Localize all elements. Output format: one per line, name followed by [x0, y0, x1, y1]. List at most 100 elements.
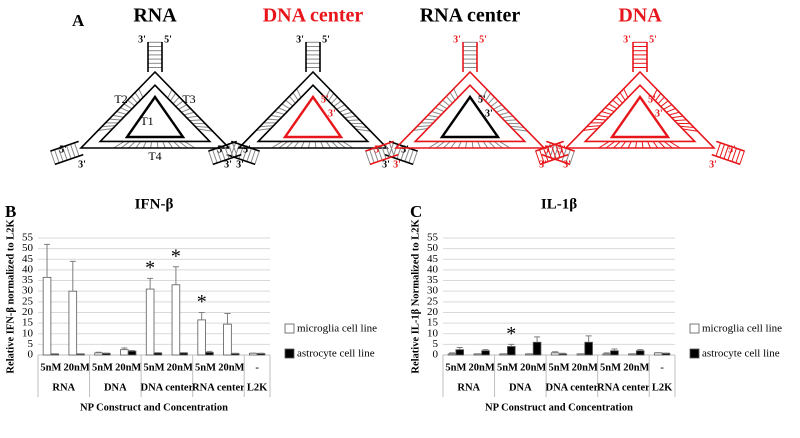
end-label: 3' — [236, 159, 244, 170]
group-label: RNA center — [192, 382, 245, 393]
base-pair — [482, 141, 489, 149]
base-pair — [97, 127, 113, 132]
base-pair — [377, 146, 383, 161]
diagram-title: RNA center — [420, 5, 521, 27]
end-label: 3' — [539, 159, 547, 170]
base-pair — [120, 107, 130, 113]
group-label: L2K — [247, 382, 268, 393]
base-pair — [172, 96, 180, 105]
base-pair — [727, 146, 733, 161]
base-pair — [412, 150, 418, 165]
base-pair — [496, 108, 506, 113]
base-pair — [123, 103, 133, 110]
base-pair — [333, 100, 342, 107]
base-pair — [731, 148, 737, 162]
error-bar — [224, 313, 231, 325]
base-pair — [666, 108, 676, 113]
base-pair — [113, 140, 125, 149]
base-pair — [167, 89, 173, 99]
base-pair — [547, 146, 553, 161]
base-pair — [325, 141, 332, 149]
strand — [282, 94, 344, 139]
base-pair — [162, 141, 166, 149]
base-pair — [453, 88, 459, 98]
base-pair — [504, 119, 517, 122]
base-pair — [70, 144, 76, 158]
bar — [507, 346, 516, 356]
strand — [79, 70, 231, 149]
y-tick-label: 5 — [433, 338, 439, 350]
base-pair — [669, 140, 681, 149]
error-bar — [559, 352, 566, 354]
base-pair — [173, 141, 181, 149]
bar — [171, 284, 181, 356]
base-pair — [679, 125, 695, 128]
base-pair — [663, 141, 673, 149]
diagram-title: DNA center — [263, 5, 364, 27]
error-bar — [585, 335, 592, 343]
base-pair — [286, 141, 294, 149]
base-pair — [598, 140, 610, 149]
base-pair — [412, 127, 428, 132]
strand-label: T3 — [182, 92, 195, 106]
error-bar — [637, 349, 644, 351]
base-pair — [365, 150, 371, 165]
base-pair — [487, 96, 495, 105]
end-label: 5' — [544, 144, 552, 155]
error-bar — [121, 347, 128, 350]
base-pair — [635, 141, 638, 149]
base-pair — [660, 100, 669, 107]
y-tick-label: 45 — [427, 253, 439, 265]
end-label: 3' — [296, 34, 304, 45]
base-pair — [428, 140, 440, 149]
base-pair — [499, 140, 511, 149]
base-pair — [561, 148, 567, 162]
y-tick-label: 15 — [427, 317, 439, 329]
x-tick-label: 5nM — [195, 362, 216, 373]
strand-label: T1 — [140, 114, 153, 128]
diagram-title: RNA — [133, 5, 177, 27]
base-pair — [493, 141, 503, 149]
panel-label: C — [410, 202, 422, 221]
group-label: DNA — [104, 382, 127, 393]
significance-marker: * — [197, 291, 207, 313]
y-tick-label: 55 — [427, 232, 439, 244]
base-pair — [553, 145, 559, 159]
base-pair — [663, 104, 673, 110]
bar — [223, 323, 232, 356]
base-pair — [582, 127, 598, 132]
error-bar — [44, 243, 51, 278]
base-pair — [658, 141, 666, 149]
group-label: RNA — [457, 382, 480, 393]
strand — [609, 94, 671, 139]
error-bar — [603, 352, 610, 354]
base-pair — [181, 108, 191, 113]
base-pair — [627, 141, 632, 149]
legend-label: microglia cell line — [297, 323, 377, 335]
x-tick-label: - — [660, 362, 664, 373]
base-pair — [197, 128, 213, 132]
end-label: 5' — [649, 34, 657, 45]
strand — [50, 140, 79, 152]
base-pair — [647, 141, 651, 149]
strand — [716, 140, 745, 152]
y-axis-label: Relative IL-1β Normalized to L2K — [410, 219, 421, 374]
error-bar — [611, 348, 618, 351]
strand — [124, 94, 186, 139]
base-pair — [543, 148, 549, 162]
bar — [153, 352, 163, 356]
base-pair — [682, 128, 698, 132]
strand — [583, 84, 697, 143]
base-pair — [369, 149, 375, 164]
base-pair — [719, 144, 725, 158]
base-pair — [278, 141, 289, 149]
end-label: 3' — [485, 108, 493, 119]
base-pair — [608, 103, 618, 110]
base-pair — [54, 149, 60, 164]
base-pair — [58, 148, 64, 162]
base-pair — [285, 99, 294, 107]
base-pair — [735, 149, 741, 164]
base-pair — [116, 111, 127, 115]
error-bar — [449, 352, 456, 354]
